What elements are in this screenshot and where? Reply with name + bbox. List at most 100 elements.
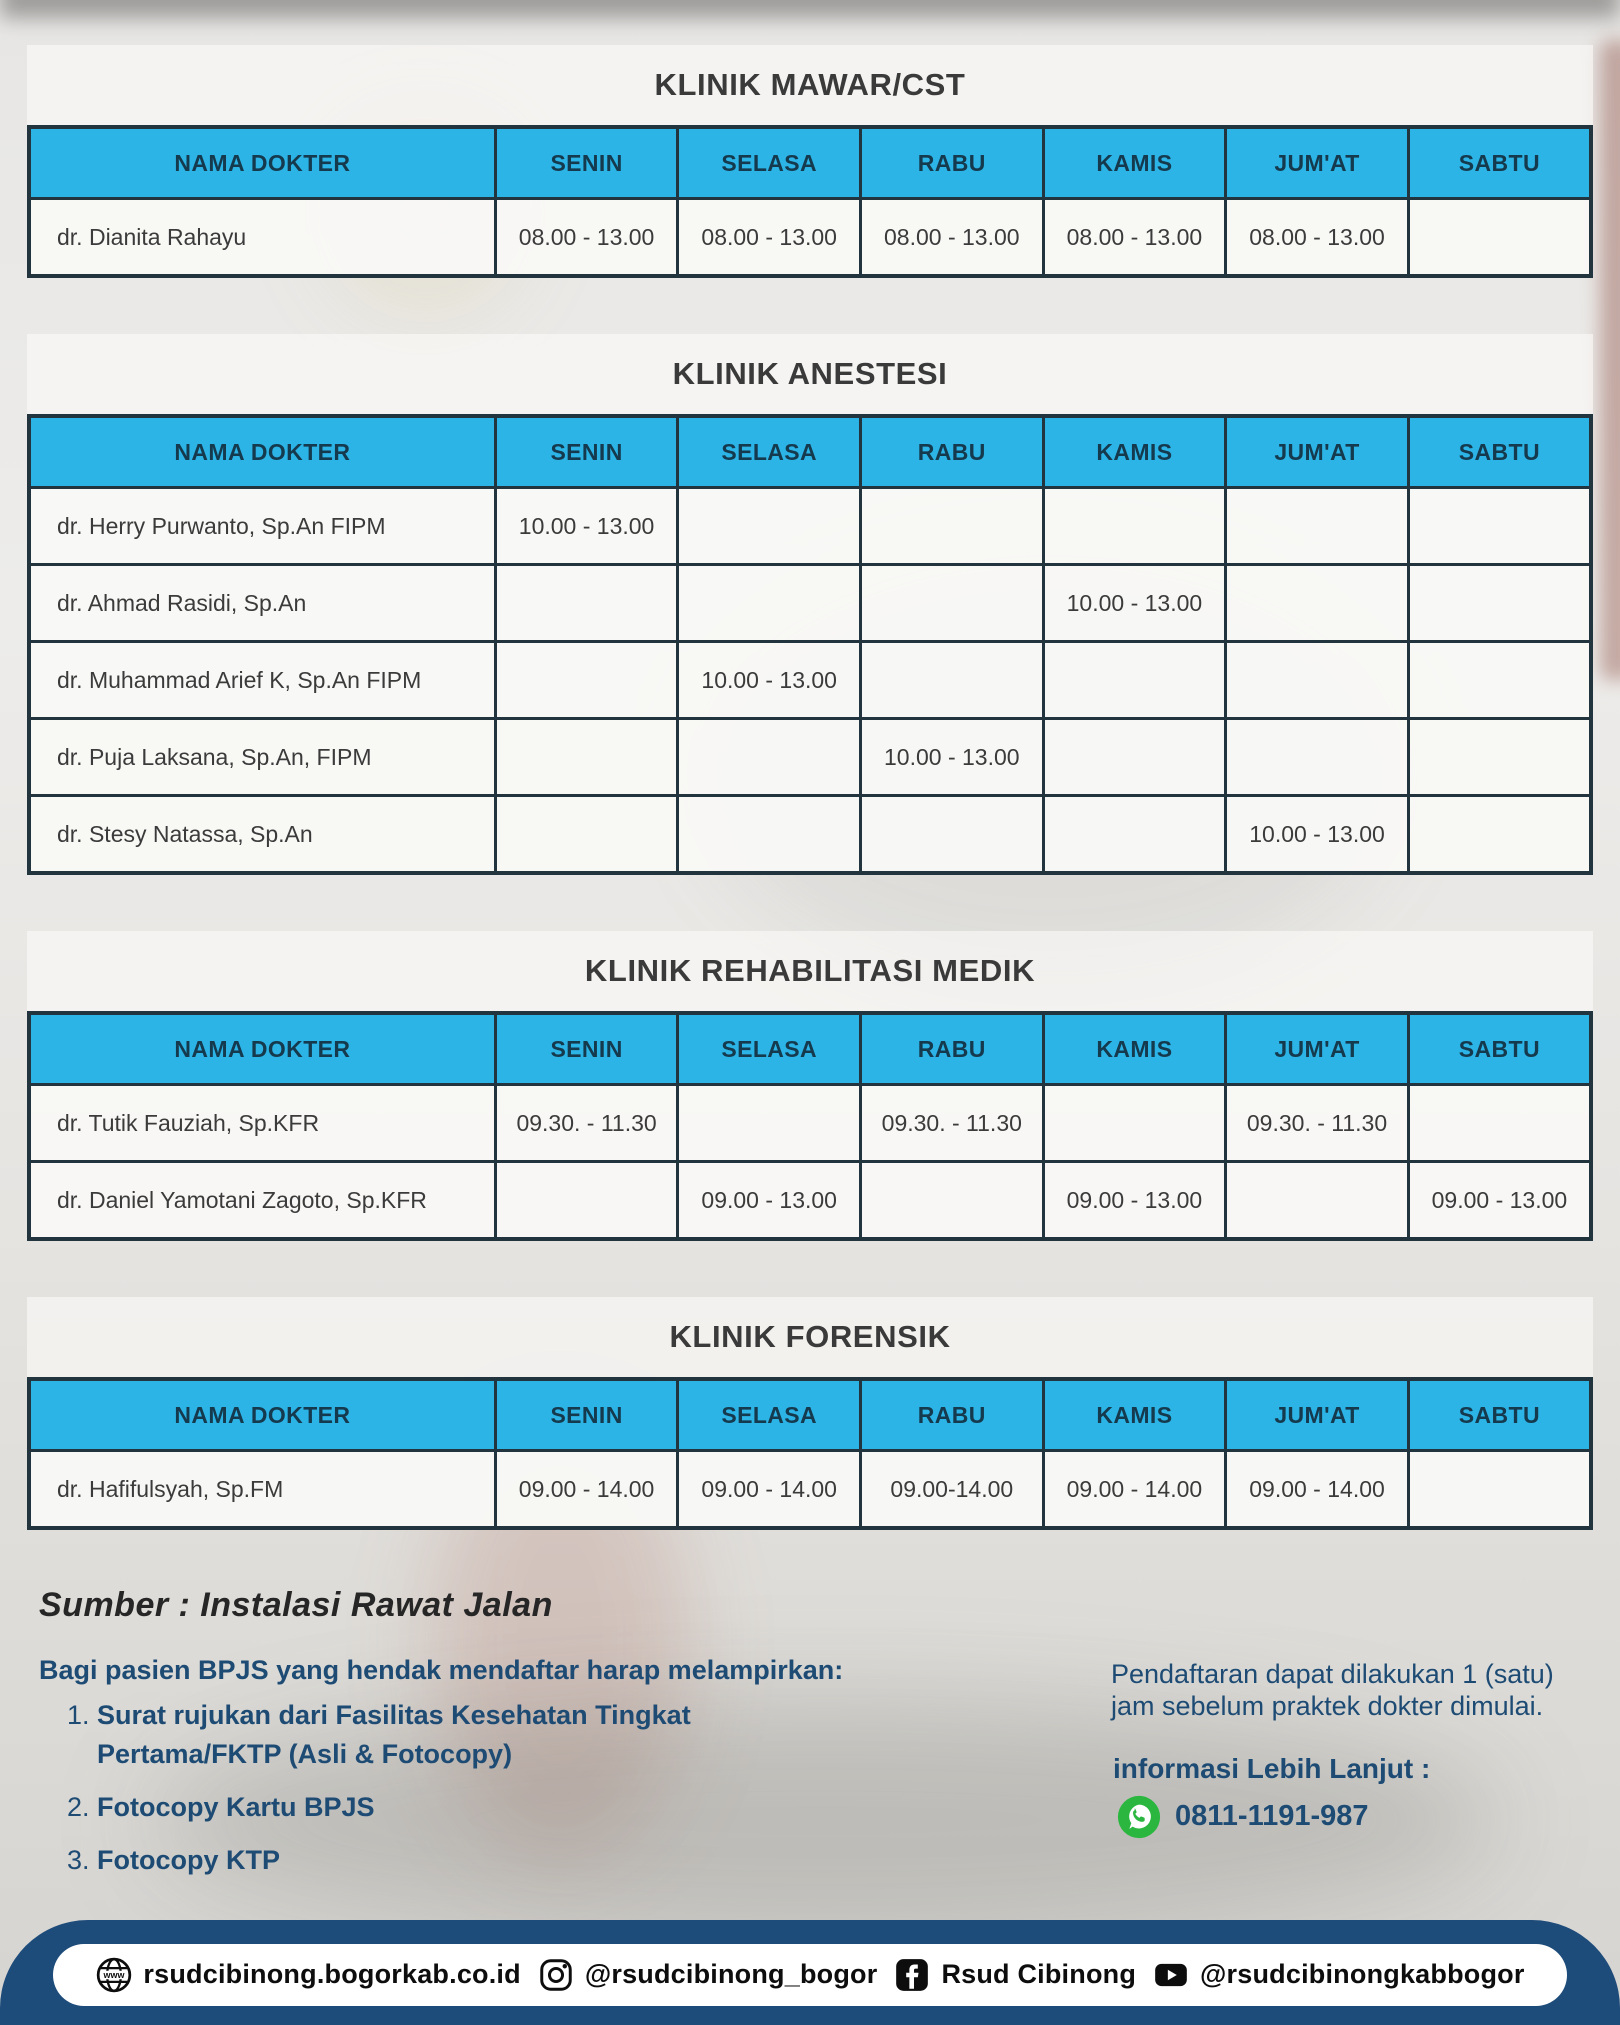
youtube-link[interactable]: @rsudcibinongkabbogor — [1152, 1956, 1525, 1994]
registration-note: Pendaftaran dapat dilakukan 1 (satu) jam… — [1111, 1659, 1554, 1721]
schedule-time-cell: 09.00 - 14.00 — [1041, 1449, 1228, 1530]
schedule-time-cell — [1041, 486, 1228, 566]
schedule-time-cell — [676, 486, 862, 566]
schedule-time-cell — [1406, 640, 1593, 720]
schedule-table: NAMA DOKTER SENIN SELASA RABU KAMIS JUM'AT SAB… — [27, 1011, 1593, 1241]
schedule-time-cell — [1406, 794, 1593, 875]
col-header-rabu: RABU — [859, 125, 1045, 200]
schedule-time-cell: 10.00 - 13.00 — [676, 640, 862, 720]
col-header-kamis: KAMIS — [1041, 414, 1228, 489]
globe-icon: www — [95, 1956, 133, 1994]
footer: Sumber : Instalasi Rawat Jalan Bagi pasi… — [27, 1586, 1593, 1895]
schedule-time-cell — [1224, 563, 1410, 643]
schedule-time-cell: 09.30. - 11.30 — [1224, 1083, 1410, 1163]
whatsapp-number: 0811-1191-987 — [1175, 1800, 1369, 1833]
schedule-time-cell: 09.00 - 13.00 — [676, 1160, 862, 1241]
youtube-icon — [1152, 1956, 1190, 1994]
doctor-row: dr. Herry Purwanto, Sp.An FIPM 10.00 - 13… — [27, 486, 1593, 566]
schedule-time-cell: 08.00 - 13.00 — [493, 197, 680, 278]
clinic-title: KLINIK FORENSIK — [669, 1319, 951, 1354]
clinic-title: KLINIK REHABILITASI MEDIK — [584, 953, 1036, 988]
schedule-time-cell: 09.00 - 14.00 — [1224, 1449, 1410, 1530]
col-header-jum-at: JUM'AT — [1224, 125, 1410, 200]
schedule-time-cell: 09.00 - 14.00 — [493, 1449, 680, 1530]
background-photo — [1600, 40, 1620, 680]
table-header-row: NAMA DOKTER SENIN SELASA RABU KAMIS JUM'AT SAB… — [27, 414, 1593, 489]
schedule-time-cell — [859, 486, 1045, 566]
schedule-time-cell: 10.00 - 13.00 — [1224, 794, 1410, 875]
schedule-time-cell — [676, 717, 862, 797]
col-header-sabtu: SABTU — [1406, 414, 1593, 489]
schedule-time-cell: 08.00 - 13.00 — [1224, 197, 1410, 278]
clinic-section: KLINIK ANESTESI NAMA DOKTER SENIN SELASA RA… — [27, 334, 1593, 875]
schedule-time-cell — [1406, 1449, 1593, 1530]
col-header-selasa: SELASA — [676, 414, 862, 489]
schedule-time-cell — [1224, 486, 1410, 566]
clinic-title: KLINIK ANESTESI — [672, 356, 948, 391]
schedule-time-cell — [859, 563, 1045, 643]
schedule-time-cell: 10.00 - 13.00 — [859, 717, 1045, 797]
whatsapp-icon — [1117, 1795, 1161, 1839]
website-link[interactable]: www rsudcibinong.bogorkab.co.id — [95, 1956, 521, 1994]
bpjs-list-item: Fotocopy KTP — [97, 1841, 877, 1880]
col-header-senin: SENIN — [493, 1377, 680, 1452]
doctor-name: dr. Herry Purwanto, Sp.An FIPM — [27, 486, 497, 566]
schedule-time-cell: 09.00 - 14.00 — [676, 1449, 862, 1530]
instagram-link[interactable]: @rsudcibinong_bogor — [537, 1956, 878, 1994]
col-header-selasa: SELASA — [676, 125, 862, 200]
doctor-name: dr. Dianita Rahayu — [27, 197, 497, 278]
schedule-time-cell: 10.00 - 13.00 — [493, 486, 680, 566]
schedule-time-cell: 09.30. - 11.30 — [859, 1083, 1045, 1163]
website-text: rsudcibinong.bogorkab.co.id — [143, 1959, 521, 1989]
background-photo — [150, 1700, 1500, 1940]
doctor-name: dr. Tutik Fauziah, Sp.KFR — [27, 1083, 497, 1163]
col-header-senin: SENIN — [493, 125, 680, 200]
col-header-rabu: RABU — [859, 414, 1045, 489]
clinic-sections: KLINIK MAWAR/CST NAMA DOKTER SENIN SELASA R… — [27, 45, 1593, 1530]
col-header-senin: SENIN — [493, 414, 680, 489]
bpjs-list-item: Fotocopy Kartu BPJS — [97, 1788, 877, 1827]
facebook-link[interactable]: Rsud Cibinong — [893, 1956, 1136, 1994]
schedule-time-cell: 09.30. - 11.30 — [493, 1083, 680, 1163]
instagram-icon — [537, 1956, 575, 1994]
clinic-section: KLINIK FORENSIK NAMA DOKTER SENIN SELASA RA… — [27, 1297, 1593, 1530]
schedule-time-cell — [676, 1083, 862, 1163]
schedule-time-cell — [1406, 486, 1593, 566]
col-header-jum-at: JUM'AT — [1224, 1011, 1410, 1086]
schedule-time-cell — [676, 563, 862, 643]
info-label: informasi Lebih Lanjut : — [1113, 1752, 1431, 1784]
bpjs-list: Surat rujukan dari Fasilitas Kesehatan T… — [39, 1696, 877, 1881]
whatsapp-contact[interactable]: 0811-1191-987 — [1117, 1795, 1581, 1839]
schedule-time-cell: 08.00 - 13.00 — [676, 197, 862, 278]
registration-info: Pendaftaran dapat dilakukan 1 (satu) jam… — [1111, 1655, 1581, 1839]
col-header-kamis: KAMIS — [1041, 125, 1228, 200]
col-header-rabu: RABU — [859, 1377, 1045, 1452]
schedule-time-cell — [493, 1160, 680, 1241]
schedule-table: NAMA DOKTER SENIN SELASA RABU KAMIS JUM'AT SAB… — [27, 1377, 1593, 1530]
schedule-time-cell: 09.00 - 13.00 — [1406, 1160, 1593, 1241]
social-footer-bar: www rsudcibinong.bogorkab.co.id @rsudcib… — [0, 1920, 1620, 2025]
table-header-row: NAMA DOKTER SENIN SELASA RABU KAMIS JUM'AT SAB… — [27, 125, 1593, 200]
clinic-section: KLINIK MAWAR/CST NAMA DOKTER SENIN SELASA R… — [27, 45, 1593, 278]
schedule-time-cell — [1041, 717, 1228, 797]
schedule-time-cell — [493, 717, 680, 797]
doctor-name: dr. Daniel Yamotani Zagoto, Sp.KFR — [27, 1160, 497, 1241]
schedule-time-cell: 08.00 - 13.00 — [859, 197, 1045, 278]
facebook-text: Rsud Cibinong — [941, 1959, 1137, 1989]
schedule-time-cell — [1224, 1160, 1410, 1241]
bpjs-requirements: Bagi pasien BPJS yang hendak mendaftar h… — [39, 1655, 1111, 1895]
bpjs-list-item: Surat rujukan dari Fasilitas Kesehatan T… — [97, 1696, 877, 1774]
schedule-time-cell — [1406, 1083, 1593, 1163]
bpjs-heading: Bagi pasien BPJS yang hendak mendaftar h… — [39, 1655, 844, 1685]
schedule-time-cell — [1041, 640, 1228, 720]
col-header-sabtu: SABTU — [1406, 125, 1593, 200]
clinic-title: KLINIK MAWAR/CST — [654, 67, 966, 102]
col-header-sabtu: SABTU — [1406, 1011, 1593, 1086]
schedule-time-cell — [676, 794, 862, 875]
col-header-nama-dokter: NAMA DOKTER — [27, 1377, 497, 1452]
doctor-row: dr. Tutik Fauziah, Sp.KFR 09.30. - 11.30 0… — [27, 1083, 1593, 1163]
schedule-time-cell — [493, 794, 680, 875]
col-header-senin: SENIN — [493, 1011, 680, 1086]
clinic-section: KLINIK REHABILITASI MEDIK NAMA DOKTER SEN… — [27, 931, 1593, 1241]
